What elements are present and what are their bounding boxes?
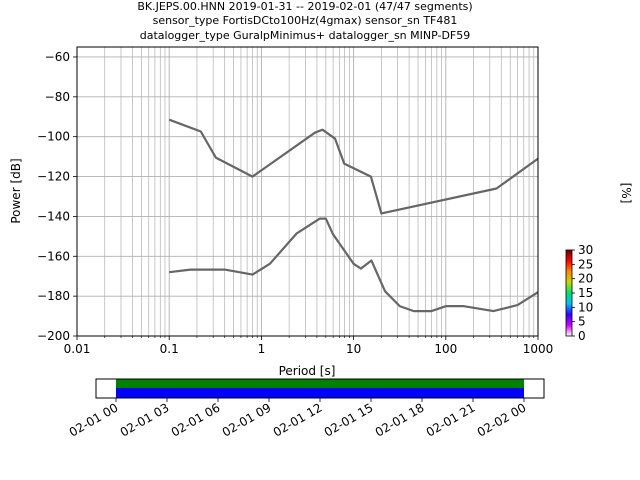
coverage-tick-label: 02-01 09	[220, 400, 274, 439]
x-tick-label: 0.1	[160, 342, 179, 356]
chart-title-line3: datalogger_type GuralpMinimus+ datalogge…	[140, 29, 471, 42]
y-tick-label: −120	[37, 170, 70, 184]
coverage-tick-label: 02-01 00	[67, 400, 121, 439]
y-tick-label: −200	[37, 329, 70, 343]
y-tick-label: −80	[45, 90, 70, 104]
x-tick-label: 10	[346, 342, 361, 356]
coverage-tick-label: 02-01 12	[271, 400, 325, 439]
x-tick-label: 100	[434, 342, 457, 356]
y-tick-label: −60	[45, 50, 70, 64]
colorbar-tick-label: 5	[578, 315, 586, 329]
high-noise-model-line	[168, 118, 538, 215]
coverage-tick-label: 02-01 06	[169, 400, 223, 439]
colorbar-tick-label: 10	[578, 300, 593, 314]
y-tick-label: −180	[37, 289, 70, 303]
x-tick-label: 0.01	[64, 342, 91, 356]
low-noise-model-line	[169, 217, 538, 313]
noise-model-layer	[168, 118, 538, 313]
coverage-tick-label: 02-02 00	[475, 400, 529, 439]
chart-title-line1: BK.JEPS.00.HNN 2019-01-31 -- 2019-02-01 …	[137, 0, 472, 13]
y-axis-label: Power [dB]	[9, 158, 23, 223]
x-tick-label: 1	[258, 342, 266, 356]
y-axis-ticks: −60 −80 −100 −120 −140 −160 −180 −200	[37, 50, 77, 343]
x-axis-label: Period [s]	[279, 364, 336, 378]
colorbar-tick-label: 25	[578, 257, 593, 271]
colorbar-tick-label: 0	[578, 329, 586, 343]
grid	[77, 47, 538, 336]
colorbar-tick-label: 15	[578, 286, 593, 300]
chart-title-line2: sensor_type FortisDCto100Hz(4gmax) senso…	[153, 14, 458, 27]
colorbar-label: [%]	[619, 183, 633, 204]
y-tick-label: −160	[37, 249, 70, 263]
coverage-tick-label: 02-01 15	[322, 400, 376, 439]
colorbar-tick-label: 20	[578, 272, 593, 286]
plot-frame	[76, 46, 539, 337]
colorbar-tick-label: 30	[578, 243, 593, 257]
psd-plot-area: 0.01 0.1 1 10 100 1000 −60 −80 −100 −120 −140 −160…	[37, 46, 554, 356]
x-axis-ticks: 0.01 0.1 1 10 100 1000	[64, 336, 554, 356]
colorbar-gradient	[565, 249, 573, 337]
x-tick-label: 1000	[523, 342, 554, 356]
y-tick-label: −100	[37, 130, 70, 144]
coverage-tick-label: 02-01 03	[118, 400, 172, 439]
coverage-bar	[116, 379, 524, 388]
plot-background	[77, 47, 538, 336]
coverage-tick-label: 02-01 18	[373, 400, 427, 439]
coverage-tick-label: 02-01 21	[424, 400, 478, 439]
data-bar	[116, 388, 524, 398]
y-tick-label: −140	[37, 209, 70, 223]
